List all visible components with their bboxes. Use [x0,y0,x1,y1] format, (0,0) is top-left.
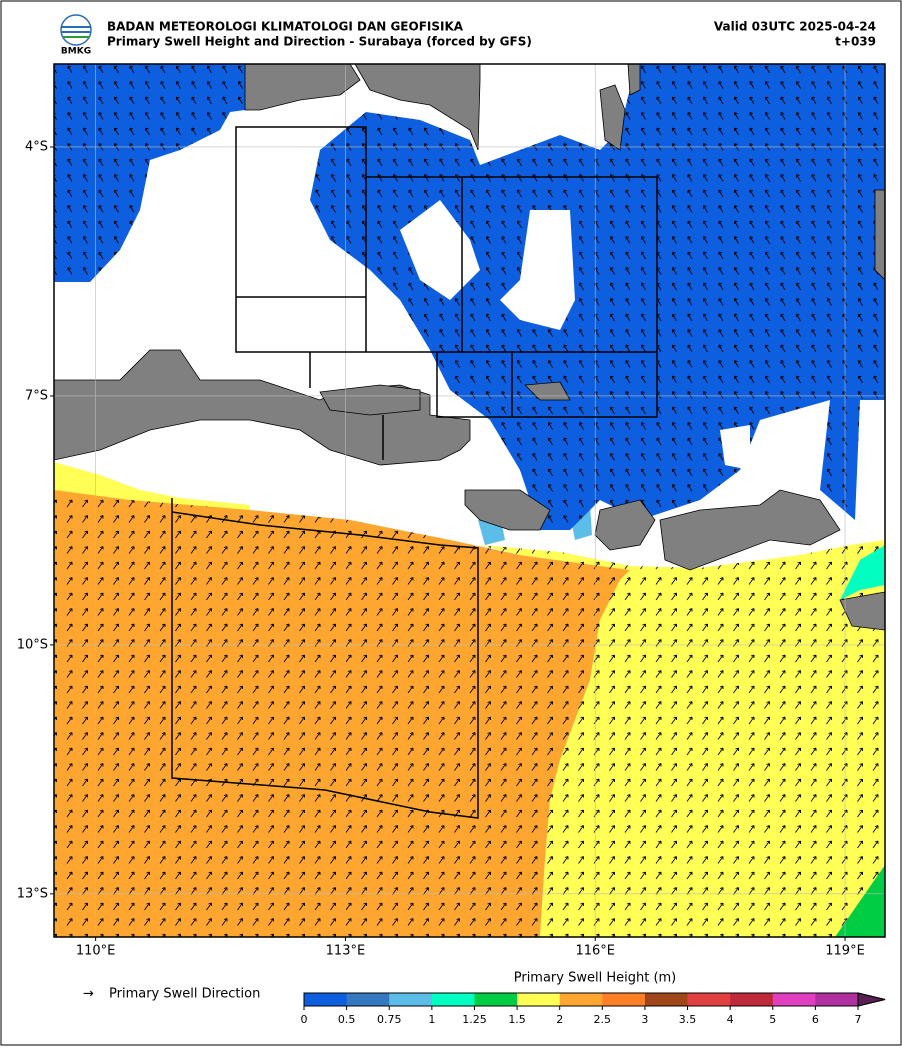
colorbar-tick-label: 6 [812,1013,819,1026]
colorbar-tick-label: 3 [641,1013,648,1026]
colorbar-tick-label: 0.5 [338,1013,356,1026]
colorbar-segment [602,993,646,1006]
map [54,64,885,937]
colorbar-segment [474,993,518,1006]
colorbar-segment [389,993,433,1006]
arrow-legend-label: Primary Swell Direction [109,987,260,1002]
lon-tick-label: 119°E [825,944,865,959]
colorbar-tick-label: 4 [727,1013,734,1026]
colorbar-segment [644,993,689,1006]
arrow-symbol: → [83,987,94,1002]
title: Primary Swell Height and Direction - Sur… [107,35,532,49]
colorbar-segment [304,993,348,1006]
colorbar-tick-label: 7 [855,1013,862,1026]
lat-tick-label: 7°S [25,388,48,403]
logo: BMKG [60,14,92,57]
colorbar-segment [772,993,816,1006]
agency: BADAN METEOROLOGI KLIMATOLOGI DAN GEOFIS… [107,20,464,34]
colorbar-tick-label: 1 [428,1013,435,1026]
colorbar-tick-label: 0.75 [377,1013,402,1026]
lon-tick-label: 113°E [326,944,366,959]
colorbar-tick-label: 3.5 [679,1013,697,1026]
colorbar-segment [559,993,603,1006]
colorbar-tick-label: 2.5 [594,1013,612,1026]
lon-tick-label: 116°E [575,944,615,959]
lat-tick-label: 10°S [17,637,48,652]
logo-text: BMKG [61,47,91,57]
colorbar-tick-label: 1.25 [462,1013,487,1026]
colorbar-segment [431,993,475,1006]
colorbar-segment [815,993,859,1006]
lat-tick-label: 13°S [17,886,48,901]
lead-time: t+039 [835,35,876,49]
colorbar-segment [687,993,731,1006]
lon-tick-label: 110°E [76,944,116,959]
valid-time: Valid 03UTC 2025-04-24 [714,20,876,34]
colorbar-tick-label: 0 [301,1013,308,1026]
colorbar-tick-label: 5 [769,1013,776,1026]
map-frame [53,63,886,938]
colorbar-outline [303,992,886,1007]
colorbar-segment [730,993,774,1006]
colorbar-segment [346,993,390,1006]
colorbar-segment [517,993,561,1006]
colorbar-title: Primary Swell Height (m) [514,971,677,986]
colorbar-tick-label: 1.5 [508,1013,526,1026]
colorbar-tick-label: 2 [556,1013,563,1026]
lat-tick-label: 4°S [25,139,48,154]
